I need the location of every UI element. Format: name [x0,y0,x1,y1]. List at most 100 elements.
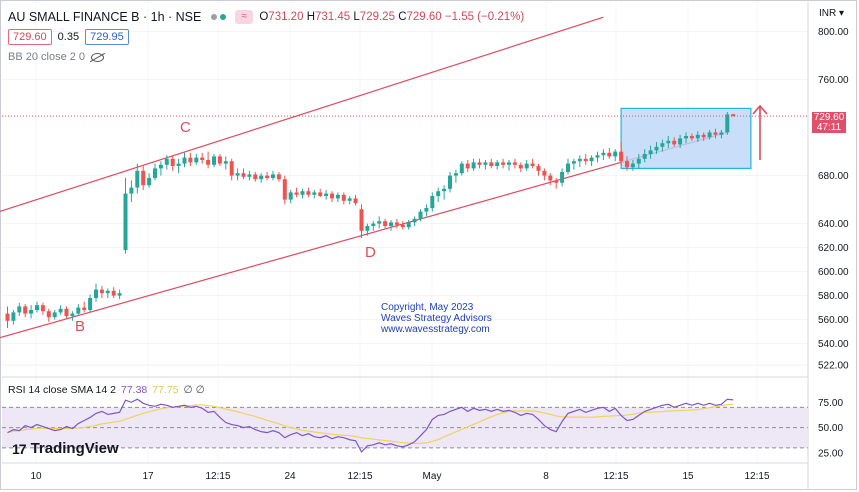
candle-body[interactable] [536,166,541,171]
wave-label-d[interactable]: D [365,244,376,261]
candle-body[interactable] [684,136,688,139]
candle-body[interactable] [412,218,417,223]
candle-body[interactable] [235,173,240,176]
candle-body[interactable] [436,191,441,196]
candle-body[interactable] [253,174,258,180]
candle-body[interactable] [276,174,281,180]
candle-body[interactable] [542,170,547,176]
candle-body[interactable] [442,188,447,192]
candle-body[interactable] [719,132,724,135]
candle-body[interactable] [660,143,665,147]
candle-body[interactable] [147,178,152,186]
candle-body[interactable] [312,192,317,195]
candle-body[interactable] [40,305,45,312]
candle-body[interactable] [35,305,39,310]
candle-body[interactable] [459,163,464,174]
candle-body[interactable] [324,193,329,196]
candle-body[interactable] [170,158,175,166]
candle-body[interactable] [200,157,205,160]
candle-body[interactable] [607,152,612,157]
candle-body[interactable] [489,162,494,166]
candle-body[interactable] [619,151,624,162]
candle-body[interactable] [206,160,211,165]
candle-body[interactable] [548,175,553,181]
candle-body[interactable] [176,163,181,166]
eye-off-icon[interactable] [91,52,105,62]
candle-body[interactable] [707,132,712,138]
bb-legend[interactable]: BB 20 close 2 0 [8,51,105,63]
candle-body[interactable] [566,163,570,172]
candle-body[interactable] [259,175,264,180]
candle-body[interactable] [88,298,93,310]
candle-body[interactable] [406,222,411,228]
candle-body[interactable] [223,161,228,164]
candle-body[interactable] [507,162,511,165]
channel-lower-line[interactable] [0,131,728,339]
candle-body[interactable] [111,290,116,296]
candle-body[interactable] [241,173,246,177]
candle-body[interactable] [713,132,718,135]
candle-body[interactable] [672,140,677,145]
candle-body[interactable] [583,158,588,162]
candle-body[interactable] [229,161,234,176]
candle-body[interactable] [105,290,110,294]
candle-body[interactable] [589,157,594,162]
candle-body[interactable] [64,308,69,316]
candle-body[interactable] [613,151,618,157]
market-status-dots[interactable] [207,10,229,24]
candle-body[interactable] [347,198,352,201]
rsi-legend[interactable]: RSI 14 close SMA 14 2 77.38 77.75 ∅ ∅ [8,384,205,396]
candle-body[interactable] [123,193,128,250]
candle-body[interactable] [265,175,270,178]
candle-body[interactable] [158,164,163,169]
buy-price-button[interactable]: 729.95 [85,29,129,45]
candle-body[interactable] [400,224,405,228]
candle-body[interactable] [654,146,659,151]
candle-body[interactable] [217,156,222,164]
candle-body[interactable] [70,313,75,316]
candle-body[interactable] [188,157,193,163]
candle-body[interactable] [99,289,104,294]
candle-body[interactable] [117,293,122,296]
candle-body[interactable] [560,172,565,183]
candle-body[interactable] [341,194,346,201]
candle-body[interactable] [630,163,635,168]
wave-label-b[interactable]: B [75,318,86,335]
candle-body[interactable] [5,313,10,321]
candle-body[interactable] [247,174,252,177]
tradingview-logo[interactable]: 17 TradingView [12,440,119,457]
candle-body[interactable] [448,175,452,189]
candle-body[interactable] [377,221,382,224]
candle-body[interactable] [595,155,600,158]
candle-body[interactable] [471,162,476,169]
candle-body[interactable] [294,192,299,195]
candle-body[interactable] [58,308,63,313]
candle-body[interactable] [129,187,134,194]
candle-body[interactable] [76,307,81,314]
candle-body[interactable] [530,163,535,166]
candle-body[interactable] [153,168,157,178]
candle-body[interactable] [182,157,187,164]
candle-body[interactable] [424,208,429,212]
candle-body[interactable] [389,222,393,226]
candle-body[interactable] [23,306,28,314]
sell-price-button[interactable]: 729.60 [8,29,52,45]
candle-body[interactable] [82,307,87,310]
rsi-line[interactable] [7,398,734,453]
candle-body[interactable] [601,152,606,156]
candle-body[interactable] [11,312,16,321]
candle-body[interactable] [642,154,647,159]
candle-body[interactable] [512,162,517,165]
candle-body[interactable] [288,192,293,200]
candle-body[interactable] [524,163,529,169]
candle-body[interactable] [318,192,323,196]
candle-body[interactable] [477,162,482,165]
candle-body[interactable] [330,193,334,199]
candle-body[interactable] [731,114,736,117]
candle-body[interactable] [725,114,730,133]
candle-body[interactable] [418,211,423,219]
indicator-chip-icon[interactable]: ≈ [235,10,254,24]
candle-body[interactable] [636,158,641,164]
channel-upper-line[interactable] [0,16,604,213]
